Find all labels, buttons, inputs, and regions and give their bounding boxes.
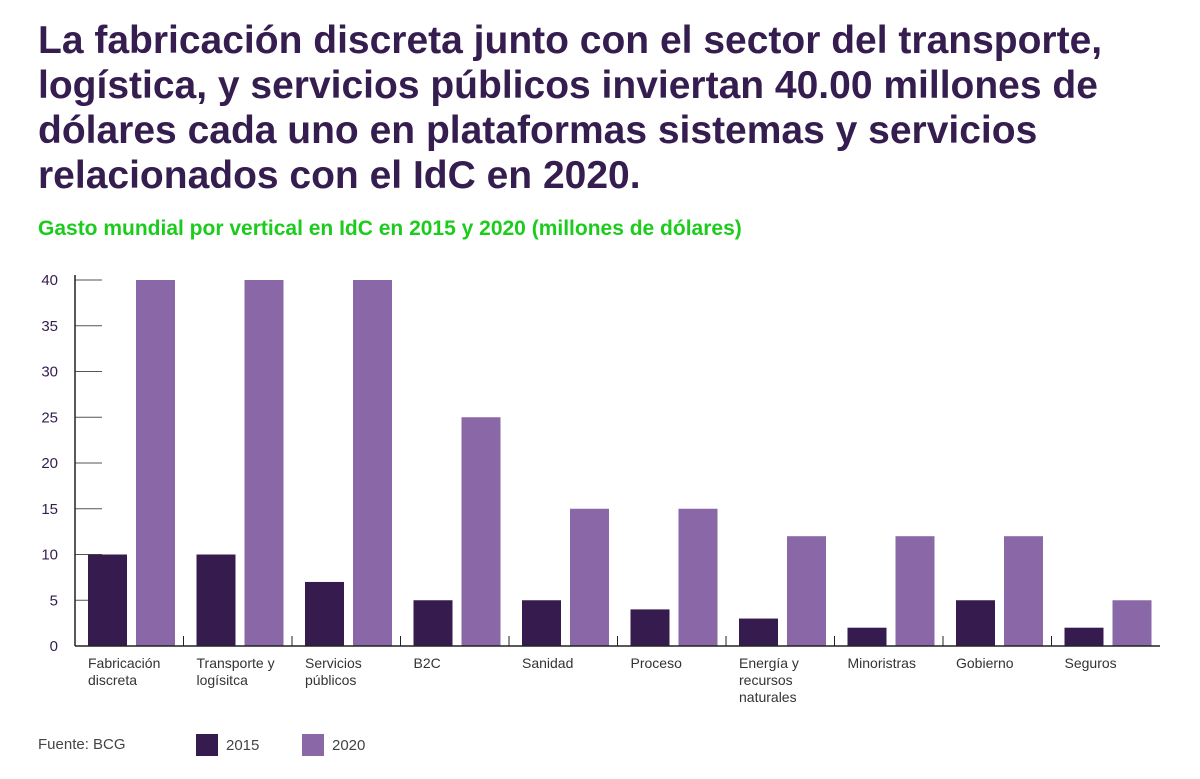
category-label: Transporte y logísitca [197, 655, 275, 688]
bar-2015-3 [413, 600, 453, 646]
category-label-line: Servicios [305, 655, 362, 671]
y-tick-label: 20 [41, 455, 58, 472]
category-label: B2C [414, 655, 441, 671]
category-label-line: Minoristras [848, 655, 916, 671]
bar-2020-7 [895, 536, 935, 646]
source-note: Fuente: BCG [38, 736, 126, 753]
category-label: Fabricación discreta [88, 655, 160, 688]
category-label-line: recursos [739, 672, 793, 688]
bar-2015-1 [196, 554, 236, 646]
category-label: Sanidad [522, 655, 573, 671]
category-label-line: naturales [739, 689, 797, 705]
legend-label-2015: 2015 [226, 736, 260, 754]
legend-label-2020: 2020 [332, 736, 366, 754]
y-tick-label: 0 [50, 638, 58, 655]
category-label-line: B2C [414, 655, 441, 671]
category-label: Seguros [1065, 655, 1117, 671]
bar-2020-1 [244, 280, 284, 646]
category-label-line: Seguros [1065, 655, 1117, 671]
legend-item-2015: 2015 [196, 734, 259, 756]
bar-2015-6 [739, 618, 778, 646]
category-label: Gobierno [956, 655, 1014, 671]
bar-2015-7 [847, 627, 887, 646]
category-label-line: Transporte y [197, 655, 275, 671]
y-tick-label: 15 [41, 501, 58, 518]
category-label-line: Fabricación [88, 655, 160, 671]
y-tick-label: 40 [41, 272, 58, 289]
category-label-line: Proceso [631, 655, 683, 671]
bar-2015-4 [522, 600, 561, 646]
bar-2020-2 [353, 280, 392, 646]
category-label-line: Energía y [739, 655, 799, 671]
category-label-line: logísitca [197, 672, 249, 688]
bar-2020-6 [787, 536, 826, 646]
bar-2015-0 [88, 554, 127, 646]
category-label: Proceso [631, 655, 683, 671]
y-tick-label: 30 [41, 364, 58, 381]
bar-2020-9 [1112, 600, 1152, 646]
legend-item-2020: 2020 [302, 734, 365, 756]
category-label: Servicios públicos [305, 655, 362, 688]
bar-2015-5 [630, 609, 670, 646]
bar-2020-4 [570, 508, 609, 646]
category-label-line: públicos [305, 672, 356, 688]
bar-2020-0 [136, 280, 175, 646]
chart-subtitle: Gasto mundial por vertical en IdC en 201… [38, 217, 742, 240]
bar-2020-8 [1004, 536, 1043, 646]
y-tick-label: 25 [41, 409, 58, 426]
category-label: Minoristras [848, 655, 916, 671]
chart-title: La fabricación discreta junto con el sec… [38, 19, 1103, 197]
bar-2020-5 [678, 508, 718, 646]
bar-2020-3 [461, 417, 501, 646]
bar-2015-2 [305, 581, 344, 646]
category-label-line: Gobierno [956, 655, 1014, 671]
category-label-line: Sanidad [522, 655, 573, 671]
category-label: Energía y recursos naturales [739, 655, 799, 705]
y-tick-label: 35 [41, 318, 58, 335]
legend-swatch-2020 [302, 734, 324, 756]
category-label-line: discreta [88, 672, 137, 688]
bar-2015-8 [956, 600, 995, 646]
legend-swatch-2015 [196, 734, 218, 756]
y-tick-label: 5 [50, 592, 58, 609]
bar-2015-9 [1064, 627, 1104, 646]
y-tick-label: 10 [41, 547, 58, 564]
